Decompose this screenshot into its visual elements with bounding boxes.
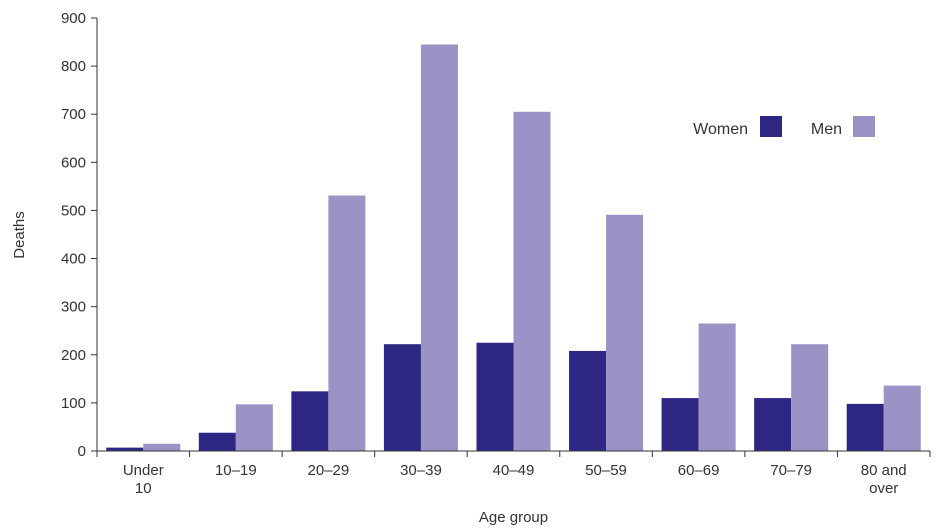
bar-men-3 — [420, 44, 458, 451]
bar-women-4 — [476, 342, 514, 451]
bar-men-7 — [791, 344, 829, 451]
legend-label-women: Women — [693, 121, 748, 138]
x-tick-label: 50–59 — [585, 462, 627, 479]
bar-women-1 — [198, 432, 236, 451]
legend-swatch-men — [853, 116, 875, 137]
bar-women-6 — [661, 398, 699, 451]
y-tick-label: 100 — [61, 395, 86, 412]
bars-group — [106, 44, 921, 452]
y-tick-label: 500 — [61, 202, 86, 219]
y-tick-label: 0 — [78, 443, 86, 460]
x-tick-label: 70–79 — [770, 462, 812, 479]
legend-label-men: Men — [811, 121, 842, 138]
x-tick-label: over — [869, 480, 898, 497]
bar-men-5 — [606, 214, 644, 451]
bar-women-5 — [569, 350, 607, 451]
y-axis-ticks: 0 100 200 300 400 500 600 700 800 900 — [61, 10, 97, 460]
y-tick-label: 200 — [61, 347, 86, 364]
x-tick-label: 10 — [135, 480, 152, 497]
legend: Women Men — [693, 116, 875, 138]
y-tick-label: 700 — [61, 106, 86, 123]
y-axis-title: Deaths — [11, 211, 28, 259]
y-tick-label: 300 — [61, 299, 86, 316]
bar-men-8 — [883, 385, 921, 451]
x-tick-label: 20–29 — [308, 462, 350, 479]
x-tick-label: 80 and — [861, 462, 907, 479]
x-tick-label: 30–39 — [400, 462, 442, 479]
bar-men-1 — [235, 404, 273, 451]
bar-men-6 — [698, 323, 736, 451]
bar-women-7 — [754, 398, 792, 451]
x-tick-label: 60–69 — [678, 462, 720, 479]
bar-women-2 — [291, 391, 329, 451]
y-tick-label: 400 — [61, 251, 86, 268]
bar-women-3 — [383, 344, 421, 451]
bar-women-8 — [846, 403, 884, 451]
bar-men-4 — [513, 111, 551, 452]
y-tick-label: 600 — [61, 154, 86, 171]
bar-women-0 — [106, 447, 144, 451]
y-tick-label: 900 — [61, 10, 86, 27]
y-tick-label: 800 — [61, 58, 86, 75]
x-tick-label: 10–19 — [215, 462, 257, 479]
bar-men-2 — [328, 195, 366, 451]
x-tick-label: 40–49 — [493, 462, 535, 479]
x-tick-label: Under — [123, 462, 164, 479]
bar-men-0 — [143, 443, 181, 451]
x-axis-title: Age group — [479, 509, 548, 526]
legend-swatch-women — [760, 116, 782, 137]
